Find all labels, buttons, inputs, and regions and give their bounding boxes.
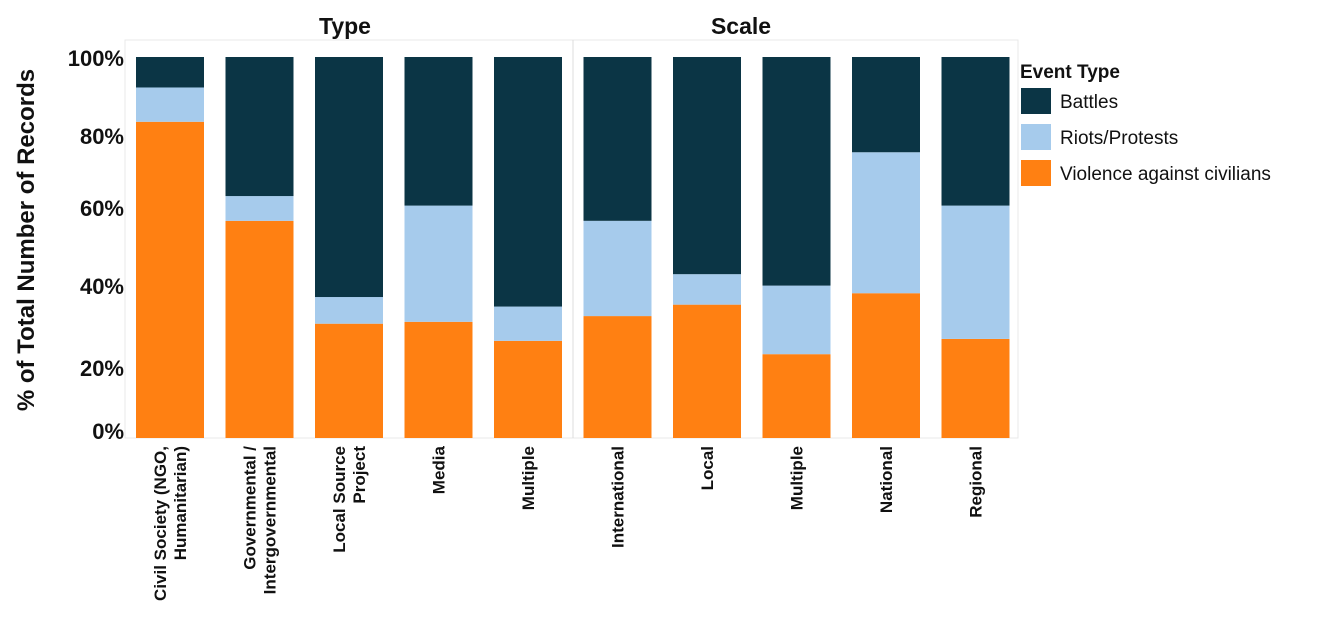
bar-segment-violence-against-civilians xyxy=(852,293,920,438)
bar-segment-violence-against-civilians xyxy=(941,338,1010,438)
bar-segment-violence-against-civilians xyxy=(762,354,831,438)
y-axis-label: % of Total Number of Records xyxy=(13,69,40,411)
y-tick-label: 40% xyxy=(80,274,124,299)
plot-frame xyxy=(124,39,1019,439)
bar-segment-battles xyxy=(762,57,831,286)
bar-segment-battles xyxy=(852,57,920,153)
bar-segment-battles xyxy=(136,57,204,88)
legend-label: Battles xyxy=(1060,92,1118,113)
x-tick-label: Governmental /Intergovernmental xyxy=(241,446,280,595)
y-tick-label: 80% xyxy=(80,124,124,149)
bar-segment-violence-against-civilians xyxy=(136,121,204,439)
y-axis-ticks: 0% 20% 40% 60% 80% 100% xyxy=(68,46,124,444)
bar-segment-riots-protests xyxy=(136,87,204,122)
bar-segment-battles xyxy=(225,57,294,197)
x-tick-label: Media xyxy=(430,445,449,494)
legend-swatch xyxy=(1021,124,1051,150)
x-tick-label: Multiple xyxy=(788,446,807,510)
legend-swatch xyxy=(1021,88,1051,114)
x-tick-label: Multiple xyxy=(519,446,538,510)
bar-segment-violence-against-civilians xyxy=(673,304,741,438)
bar-segment-battles xyxy=(673,57,741,275)
bar-segment-violence-against-civilians xyxy=(315,323,383,438)
x-tick-label: International xyxy=(609,446,628,548)
bar-segment-riots-protests xyxy=(673,274,741,305)
legend-swatch xyxy=(1021,160,1051,186)
bar-segment-riots-protests xyxy=(941,205,1010,339)
bar-segment-riots-protests xyxy=(583,220,652,317)
bar-segment-riots-protests xyxy=(762,285,831,355)
legend-label: Riots/Protests xyxy=(1060,128,1178,149)
bar-segment-riots-protests xyxy=(494,306,562,341)
panel-title-type: Type xyxy=(319,13,371,39)
bar-segment-riots-protests xyxy=(315,297,383,324)
x-tick-label: Local xyxy=(698,446,717,490)
bars xyxy=(136,57,1010,439)
bar-segment-battles xyxy=(404,57,473,206)
gridlines xyxy=(124,39,1019,439)
panel-title-scale: Scale xyxy=(711,13,771,39)
y-tick-label: 20% xyxy=(80,356,124,381)
bar-segment-battles xyxy=(583,57,652,221)
x-tick-label: Local SourceProject xyxy=(330,446,369,553)
panel-titles: Type Scale xyxy=(319,13,771,39)
bar-segment-violence-against-civilians xyxy=(404,321,473,438)
legend-title: Event Type xyxy=(1020,62,1120,83)
bar-segment-battles xyxy=(494,57,562,307)
y-tick-label: 60% xyxy=(80,196,124,221)
bar-segment-violence-against-civilians xyxy=(583,316,652,438)
bar-segment-violence-against-civilians xyxy=(494,340,562,438)
y-tick-label: 0% xyxy=(92,419,124,444)
x-tick-label: National xyxy=(877,446,896,513)
y-tick-label: 100% xyxy=(68,46,124,71)
bar-segment-battles xyxy=(315,57,383,298)
bar-segment-riots-protests xyxy=(225,196,294,221)
bar-segment-violence-against-civilians xyxy=(225,220,294,438)
x-tick-label: Regional xyxy=(967,446,986,518)
bar-segment-riots-protests xyxy=(404,205,473,322)
bar-segment-riots-protests xyxy=(852,152,920,294)
bar-segment-battles xyxy=(941,57,1010,206)
legend: Event Type Battles Riots/Protests Violence … xyxy=(1020,62,1271,186)
x-axis-ticks: Civil Society (NGO,Humanitarian) Governme… xyxy=(151,445,986,600)
x-tick-label: Civil Society (NGO,Humanitarian) xyxy=(151,446,190,601)
legend-label: Violence against civilians xyxy=(1060,164,1271,185)
